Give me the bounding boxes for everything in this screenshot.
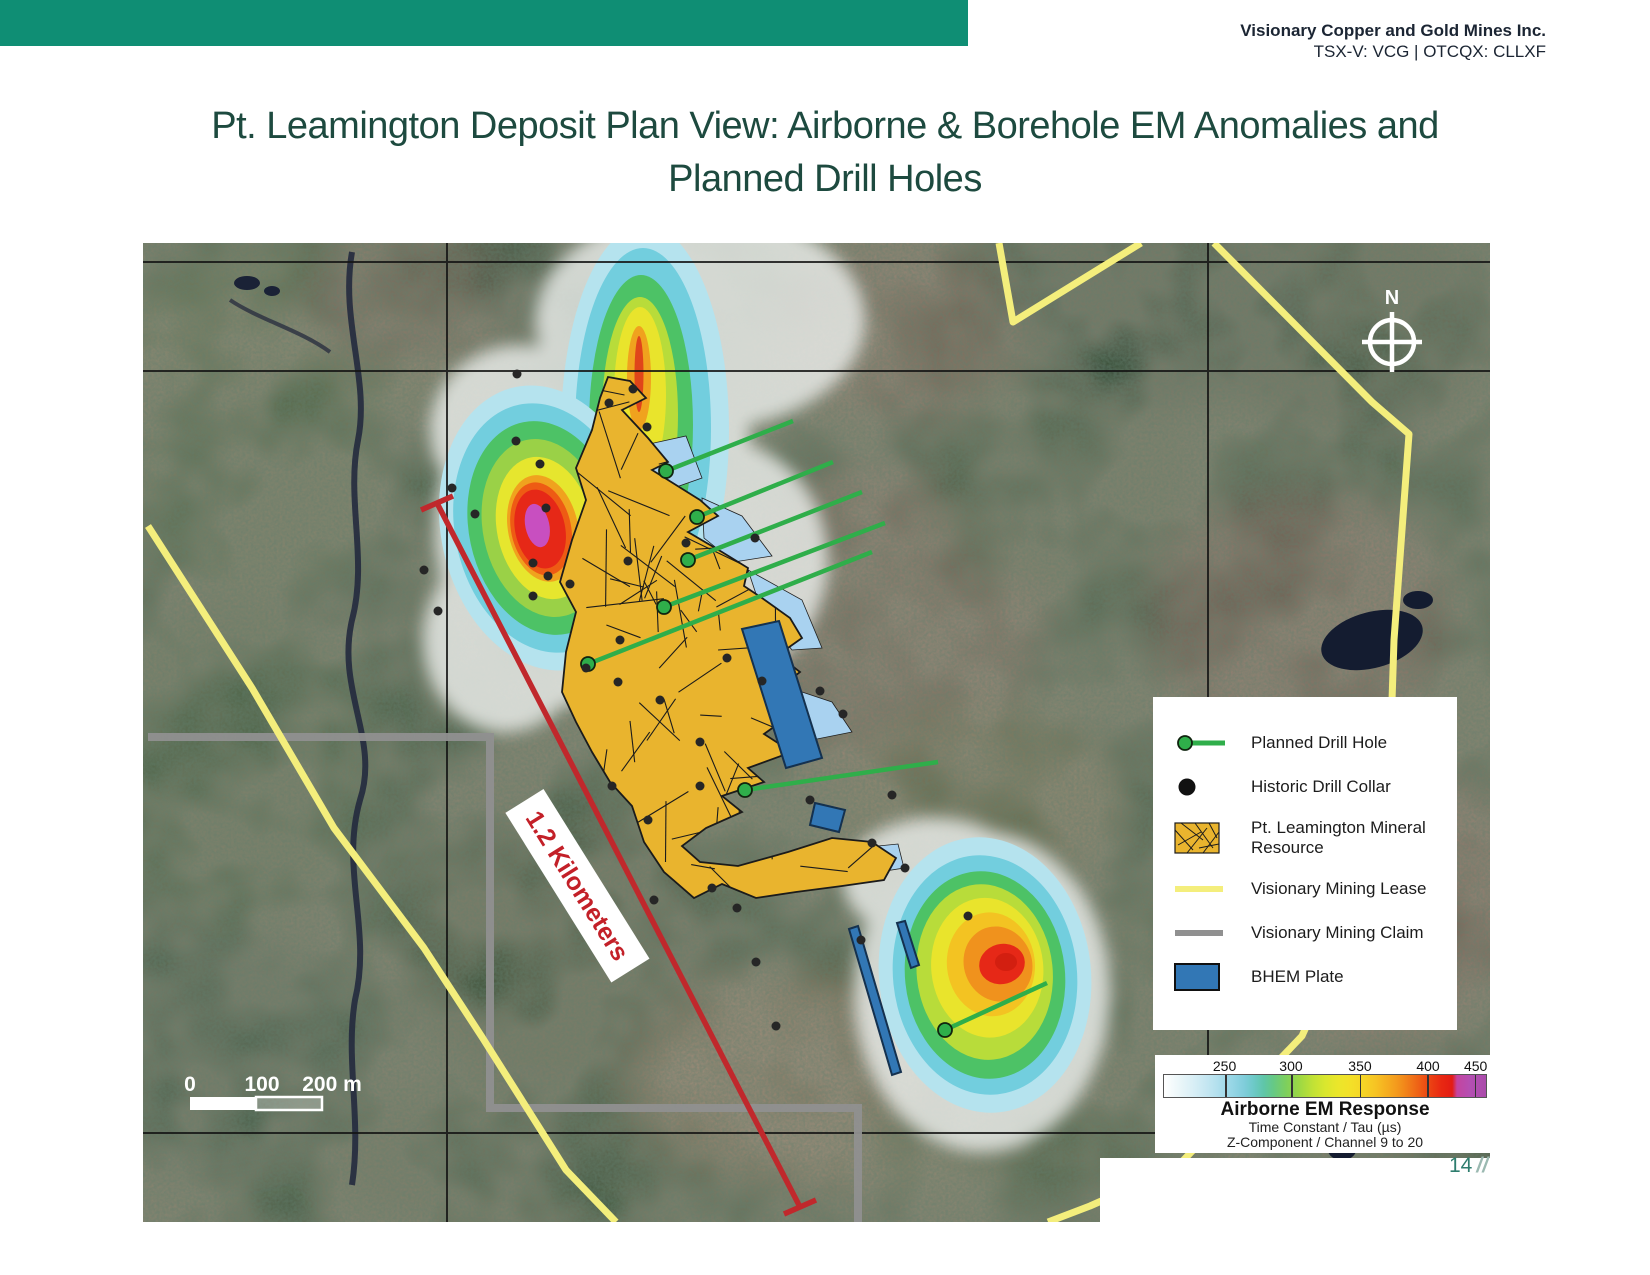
scale-tick-0: 0 — [184, 1073, 196, 1096]
page-number-value: 14 — [1449, 1154, 1473, 1177]
map-legend: Planned Drill Hole Historic Drill Collar… — [1153, 697, 1457, 1030]
colorbar-tick: 300 — [1279, 1058, 1303, 1074]
legend-item-mining-lease: Visionary Mining Lease — [1173, 867, 1447, 911]
legend-item-mineral-resource: Pt. Leamington Mineral Resource — [1173, 809, 1447, 867]
airborne-em-colorbar: 250 300 350 400 450 Airborne EM Response… — [1155, 1055, 1495, 1153]
scale-tick-200: 200 m — [302, 1073, 362, 1096]
header-accent-bar — [0, 0, 968, 46]
bhem-plate-main — [740, 619, 824, 770]
distance-dimension-line — [419, 493, 818, 1217]
legend-item-planned-drill-hole: Planned Drill Hole — [1173, 721, 1447, 765]
colorbar-tick: 400 — [1416, 1058, 1440, 1074]
colorbar-tick: 450 — [1463, 1058, 1488, 1074]
colorbar-subtitle2: Z-Component / Channel 9 to 20 — [1226, 1134, 1424, 1150]
mining-claim-boundary — [148, 733, 862, 1222]
scale-bar: 0 100 200 m — [184, 1073, 362, 1112]
legend-label: Visionary Mining Claim — [1251, 923, 1424, 942]
colorbar-title: Airborne EM Response — [1220, 1099, 1430, 1120]
legend-label: Pt. Leamington Mineral Resource — [1251, 818, 1426, 857]
north-label: N — [1385, 287, 1399, 309]
company-tickers: TSX-V: VCG | OTCQX: CLLXF — [1313, 42, 1546, 61]
legend-item-bhem-plate: BHEM Plate — [1173, 955, 1447, 999]
river — [345, 251, 369, 1186]
legend-item-historic-drill-collar: Historic Drill Collar — [1173, 765, 1447, 809]
header-company-block: Visionary Copper and Gold Mines Inc. TSX… — [1240, 20, 1546, 62]
page-number-slashes: // — [1476, 1154, 1489, 1177]
bhem-plates — [740, 619, 921, 1077]
page-title-line2: Planned Drill Holes — [668, 158, 982, 200]
page-number: 14// — [1449, 1154, 1488, 1178]
mining-claim-line-icon — [1173, 927, 1235, 939]
historic-drill-collar-icon — [1173, 777, 1235, 797]
colorbar-gradient — [1163, 1074, 1487, 1098]
historic-drill-collars — [419, 369, 973, 1031]
page-title: Pt. Leamington Deposit Plan View: Airbor… — [50, 100, 1600, 206]
legend-label: Visionary Mining Lease — [1251, 879, 1427, 898]
colorbar-subtitle1: Time Constant / Tau (µs) — [1248, 1119, 1402, 1135]
company-name: Visionary Copper and Gold Mines Inc. — [1240, 21, 1546, 40]
bhem-plate-swatch-icon — [1173, 961, 1235, 993]
colorbar-tick-labels: 250 300 350 400 450 — [1163, 1058, 1487, 1074]
planned-drill-hole-icon — [1173, 734, 1235, 752]
colorbar-tick: 350 — [1348, 1058, 1372, 1074]
bhem-plate-sliver-2 — [847, 924, 903, 1077]
planned-drill-holes — [580, 418, 1048, 1038]
north-arrow-icon — [1362, 312, 1422, 372]
legend-item-mining-claim: Visionary Mining Claim — [1173, 911, 1447, 955]
bhem-plate-sliver-1 — [895, 919, 921, 970]
scale-tick-100: 100 — [244, 1073, 279, 1096]
page-title-line1: Pt. Leamington Deposit Plan View: Airbor… — [211, 105, 1439, 147]
bhem-plate-small — [808, 801, 847, 834]
mineral-resource-swatch-icon — [1173, 820, 1235, 856]
mining-lease-line-icon — [1173, 883, 1235, 895]
legend-label: Historic Drill Collar — [1251, 777, 1391, 796]
colorbar-tick: 250 — [1212, 1058, 1237, 1074]
legend-label: BHEM Plate — [1251, 967, 1344, 986]
legend-label: Planned Drill Hole — [1251, 733, 1388, 752]
